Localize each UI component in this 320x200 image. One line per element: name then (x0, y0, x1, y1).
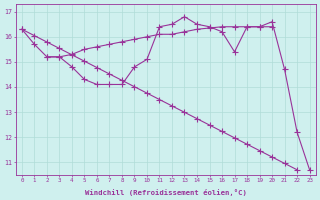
X-axis label: Windchill (Refroidissement éolien,°C): Windchill (Refroidissement éolien,°C) (85, 189, 247, 196)
